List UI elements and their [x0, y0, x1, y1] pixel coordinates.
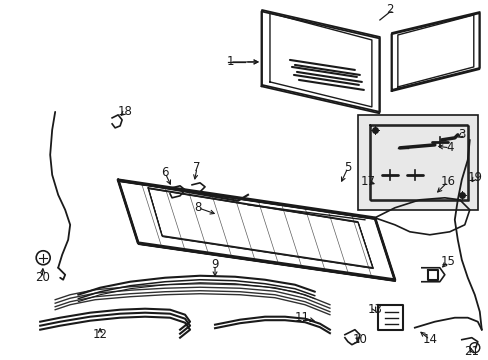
Text: 8: 8: [194, 201, 202, 214]
Bar: [357, 115, 477, 210]
Text: 13: 13: [366, 303, 382, 316]
Text: 16: 16: [439, 175, 454, 188]
Text: 20: 20: [35, 271, 49, 284]
Text: 11: 11: [294, 311, 309, 324]
Text: 3: 3: [457, 129, 465, 141]
Text: 6: 6: [161, 166, 168, 179]
Text: 10: 10: [352, 333, 366, 346]
Text: 21: 21: [463, 345, 478, 358]
Text: 7: 7: [193, 161, 201, 174]
Text: 15: 15: [440, 255, 454, 268]
Text: 19: 19: [467, 171, 481, 184]
Text: 17: 17: [360, 175, 375, 188]
Text: 4: 4: [445, 141, 453, 154]
Text: 12: 12: [92, 328, 107, 341]
Text: 1: 1: [226, 55, 233, 68]
Text: 14: 14: [422, 333, 436, 346]
Text: 18: 18: [118, 105, 132, 118]
Text: 2: 2: [386, 4, 393, 17]
Text: 9: 9: [211, 258, 218, 271]
Text: 5: 5: [344, 161, 351, 174]
